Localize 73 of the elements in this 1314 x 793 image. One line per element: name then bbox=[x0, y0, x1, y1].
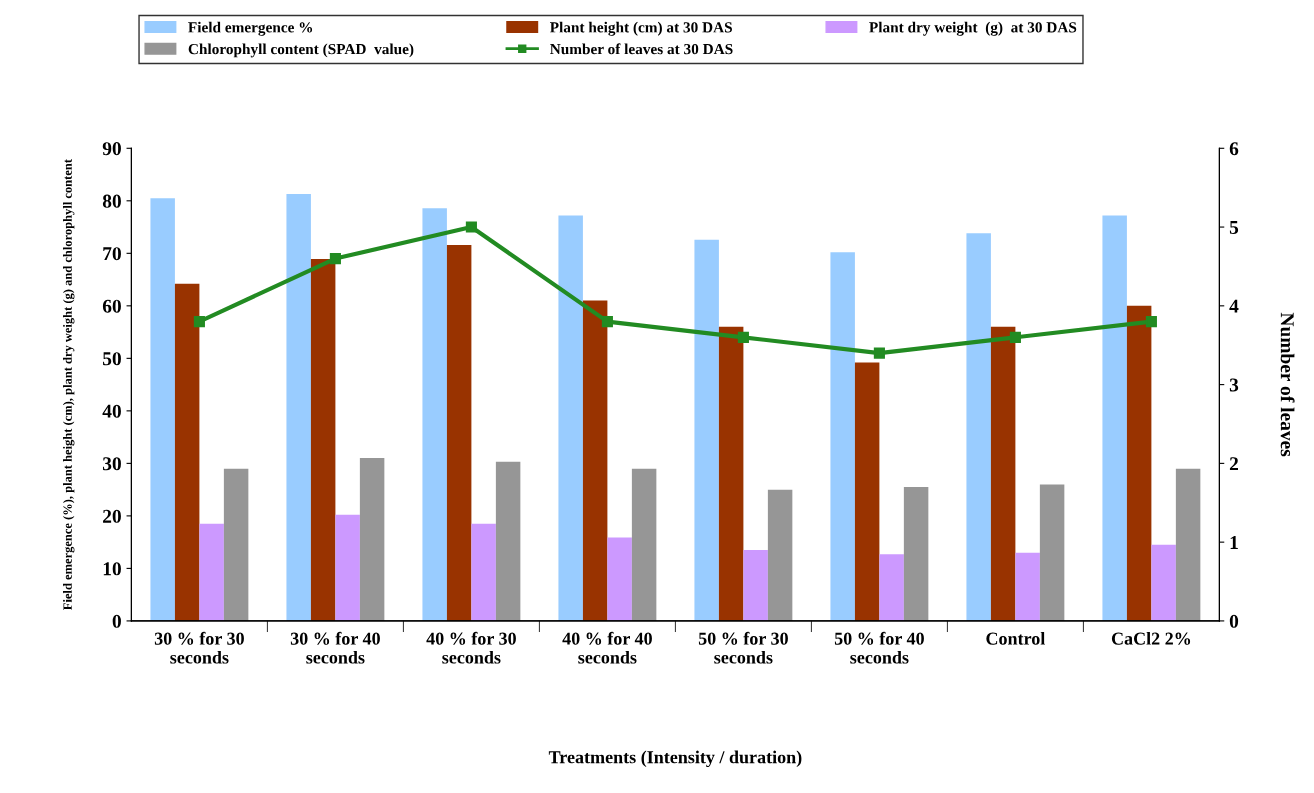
legend-label: Field emergence % bbox=[188, 21, 313, 36]
point bbox=[193, 316, 205, 328]
bar bbox=[903, 487, 929, 621]
bar bbox=[335, 514, 360, 621]
y-tick-label: 10 bbox=[103, 562, 121, 576]
bar bbox=[631, 468, 657, 621]
y2-tick-label: 0 bbox=[1229, 614, 1239, 628]
y-tick-label: 0 bbox=[112, 614, 121, 628]
legend-label: Plant dry weight (g) at 30 DAS bbox=[869, 21, 1077, 36]
x-tick-label: CaCl2 2% bbox=[1111, 632, 1191, 645]
y2-tick-label: 3 bbox=[1229, 378, 1239, 392]
x-axis-title: Treatments (Intensity / duration) bbox=[548, 750, 802, 768]
y-tick-label: 80 bbox=[102, 194, 121, 208]
bar bbox=[1175, 468, 1201, 621]
y2-tick-label: 1 bbox=[1230, 536, 1238, 549]
y-tick-label: 40 bbox=[102, 404, 121, 418]
bar bbox=[694, 239, 719, 621]
x-tick-label: 40 % for 40 seconds bbox=[562, 631, 652, 664]
y2-tick-label: 2 bbox=[1229, 457, 1238, 471]
y2-tick-label: 5 bbox=[1229, 221, 1239, 234]
bar bbox=[990, 326, 1016, 621]
bar bbox=[582, 300, 608, 621]
bar bbox=[223, 468, 249, 621]
bar bbox=[1151, 544, 1176, 621]
y-tick-label: 90 bbox=[102, 142, 121, 156]
bar bbox=[471, 523, 496, 621]
x-tick-label: Control bbox=[986, 632, 1046, 645]
bar bbox=[743, 550, 768, 621]
bar bbox=[286, 193, 311, 621]
bar bbox=[150, 198, 175, 621]
bar bbox=[422, 208, 447, 621]
bar bbox=[1039, 484, 1065, 621]
bar bbox=[607, 537, 632, 621]
y2-tick-label: 6 bbox=[1229, 142, 1239, 156]
point bbox=[1009, 331, 1021, 343]
bar bbox=[558, 215, 583, 621]
x-tick-label: 30 % for 30 seconds bbox=[154, 631, 244, 664]
y-tick-label: 50 bbox=[103, 352, 121, 366]
point bbox=[465, 221, 477, 233]
point bbox=[601, 316, 613, 328]
point bbox=[1145, 316, 1157, 328]
bar bbox=[718, 326, 744, 621]
y2-axis-title: Number of leaves bbox=[1280, 312, 1295, 457]
point bbox=[873, 347, 885, 359]
bar bbox=[1102, 215, 1127, 621]
bar bbox=[879, 554, 904, 621]
bar bbox=[199, 523, 224, 621]
y-tick-label: 70 bbox=[103, 247, 121, 261]
y-tick-label: 60 bbox=[102, 299, 121, 313]
bar bbox=[767, 489, 793, 621]
bar bbox=[310, 259, 336, 621]
point bbox=[329, 253, 341, 265]
bar bbox=[1126, 305, 1152, 621]
y2-tick-label: 4 bbox=[1229, 299, 1239, 313]
bar bbox=[174, 283, 200, 621]
x-tick-label: 50 % for 30 seconds bbox=[698, 631, 788, 664]
x-tick-label: 40 % for 30 seconds bbox=[426, 631, 516, 664]
legend-label: Chlorophyll content (SPAD value) bbox=[188, 43, 414, 58]
bar bbox=[495, 461, 521, 621]
x-tick-label: 30 % for 40 seconds bbox=[290, 631, 380, 664]
point bbox=[737, 331, 749, 343]
legend-label: Plant height (cm) at 30 DAS bbox=[550, 21, 732, 36]
x-tick-label: 50 % for 40 seconds bbox=[834, 631, 924, 664]
bar bbox=[1015, 552, 1040, 621]
bar bbox=[966, 233, 991, 621]
y-tick-label: 30 bbox=[102, 457, 121, 471]
y-tick-label: 20 bbox=[103, 509, 121, 523]
bar bbox=[359, 458, 385, 621]
y-axis-title: Field emergence (%), plant height (cm), plant dry weight (g) and chlorophyll content bbox=[63, 159, 75, 610]
legend-label: Number of leaves at 30 DAS bbox=[550, 43, 733, 55]
bar bbox=[830, 252, 855, 621]
bar bbox=[446, 244, 472, 621]
bar bbox=[854, 362, 880, 621]
